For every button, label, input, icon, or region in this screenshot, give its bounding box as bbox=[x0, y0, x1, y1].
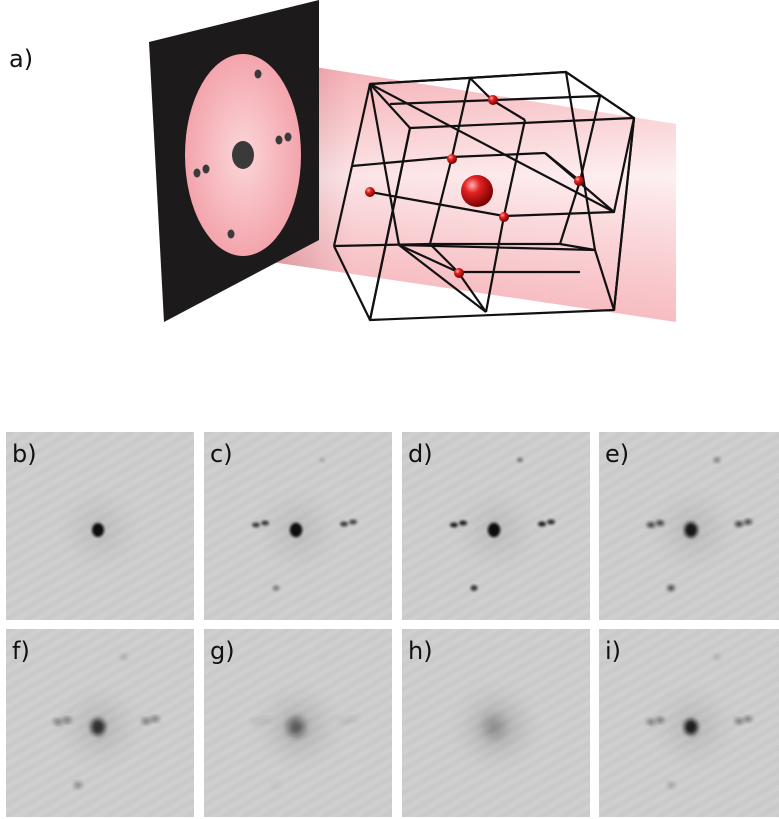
atom bbox=[499, 212, 509, 222]
satellite-spot-left-outer bbox=[450, 523, 458, 528]
satellite-spot-left-inner bbox=[459, 521, 467, 526]
screen-spot-right-2 bbox=[285, 133, 292, 142]
satellite-spot-right-inner bbox=[340, 719, 348, 724]
central-spot bbox=[290, 523, 302, 537]
satellite-spot-right-outer bbox=[547, 520, 555, 525]
atom bbox=[447, 154, 457, 164]
satellite-spot-right-inner bbox=[735, 522, 743, 527]
atom bbox=[488, 95, 498, 105]
satellite-spot-left-outer bbox=[54, 720, 62, 725]
top-spot bbox=[319, 458, 325, 463]
diffraction-pattern-g: g) bbox=[204, 629, 392, 817]
diffraction-pattern-d: d) bbox=[402, 432, 590, 620]
satellite-spot-left-inner bbox=[261, 521, 269, 526]
satellite-spot-right-inner bbox=[735, 719, 743, 724]
diffraction-pattern-i: i) bbox=[599, 629, 779, 817]
bottom-spot bbox=[668, 782, 675, 788]
central-spot bbox=[484, 716, 503, 737]
satellite-spot-right-outer bbox=[349, 717, 357, 722]
satellite-spot-right-outer bbox=[744, 520, 752, 525]
satellite-spot-right-inner bbox=[340, 522, 348, 527]
central-spot bbox=[92, 523, 104, 537]
top-spot bbox=[121, 655, 127, 660]
top-spot bbox=[517, 458, 523, 463]
top-spot bbox=[319, 655, 325, 660]
panel-label-h: h) bbox=[408, 639, 433, 663]
central-spot bbox=[684, 719, 698, 735]
atom bbox=[574, 176, 584, 186]
satellite-spot-left-outer bbox=[252, 523, 260, 528]
bottom-spot bbox=[75, 782, 82, 788]
satellite-spot-right-inner bbox=[142, 719, 150, 724]
panel-label-b: b) bbox=[12, 442, 37, 466]
satellite-spot-left-inner bbox=[656, 521, 664, 526]
panel-label-c: c) bbox=[210, 442, 233, 466]
bottom-spot bbox=[471, 585, 478, 591]
central-atom bbox=[461, 175, 493, 207]
atom bbox=[365, 187, 375, 197]
bottom-spot bbox=[273, 782, 280, 788]
central-spot bbox=[488, 523, 500, 537]
diffraction-pattern-b: b) bbox=[6, 432, 194, 620]
bottom-spot bbox=[668, 585, 675, 591]
satellite-spot-right-outer bbox=[349, 520, 357, 525]
satellite-spot-right-outer bbox=[151, 717, 159, 722]
screen-spot-top bbox=[255, 70, 262, 79]
central-spot bbox=[684, 522, 697, 537]
diffraction-pattern-c: c) bbox=[204, 432, 392, 620]
screen-spot-left-1 bbox=[194, 169, 201, 178]
schematic-diagram bbox=[0, 0, 779, 400]
panel-label-i: i) bbox=[605, 639, 621, 663]
panel-label-e: e) bbox=[605, 442, 629, 466]
central-spot bbox=[91, 719, 105, 735]
satellite-spot-right-inner bbox=[538, 522, 546, 527]
panel-label-g: g) bbox=[210, 639, 235, 663]
central-spot bbox=[288, 718, 305, 737]
bottom-spot bbox=[273, 585, 280, 591]
diffraction-pattern-e: e) bbox=[599, 432, 779, 620]
panel-label-d: d) bbox=[408, 442, 433, 466]
panel-label-a: a) bbox=[9, 47, 33, 71]
top-spot bbox=[714, 458, 720, 463]
satellite-spot-left-outer bbox=[647, 720, 655, 725]
diffraction-pattern-f: f) bbox=[6, 629, 194, 817]
screen-spot-bottom bbox=[228, 230, 235, 239]
satellite-spot-left-inner bbox=[656, 718, 664, 723]
satellite-spot-right-outer bbox=[744, 717, 752, 722]
satellite-spot-left-inner bbox=[261, 718, 269, 723]
diffraction-pattern-h: h) bbox=[402, 629, 590, 817]
panel-label-f: f) bbox=[12, 639, 30, 663]
screen-spot-center bbox=[232, 141, 254, 169]
screen-spot-right-1 bbox=[276, 136, 283, 145]
satellite-spot-left-outer bbox=[252, 720, 260, 725]
top-spot bbox=[714, 655, 720, 660]
satellite-spot-left-outer bbox=[647, 523, 655, 528]
screen-spot-left-2 bbox=[203, 165, 210, 174]
satellite-spot-left-inner bbox=[63, 718, 71, 723]
atom bbox=[454, 268, 464, 278]
